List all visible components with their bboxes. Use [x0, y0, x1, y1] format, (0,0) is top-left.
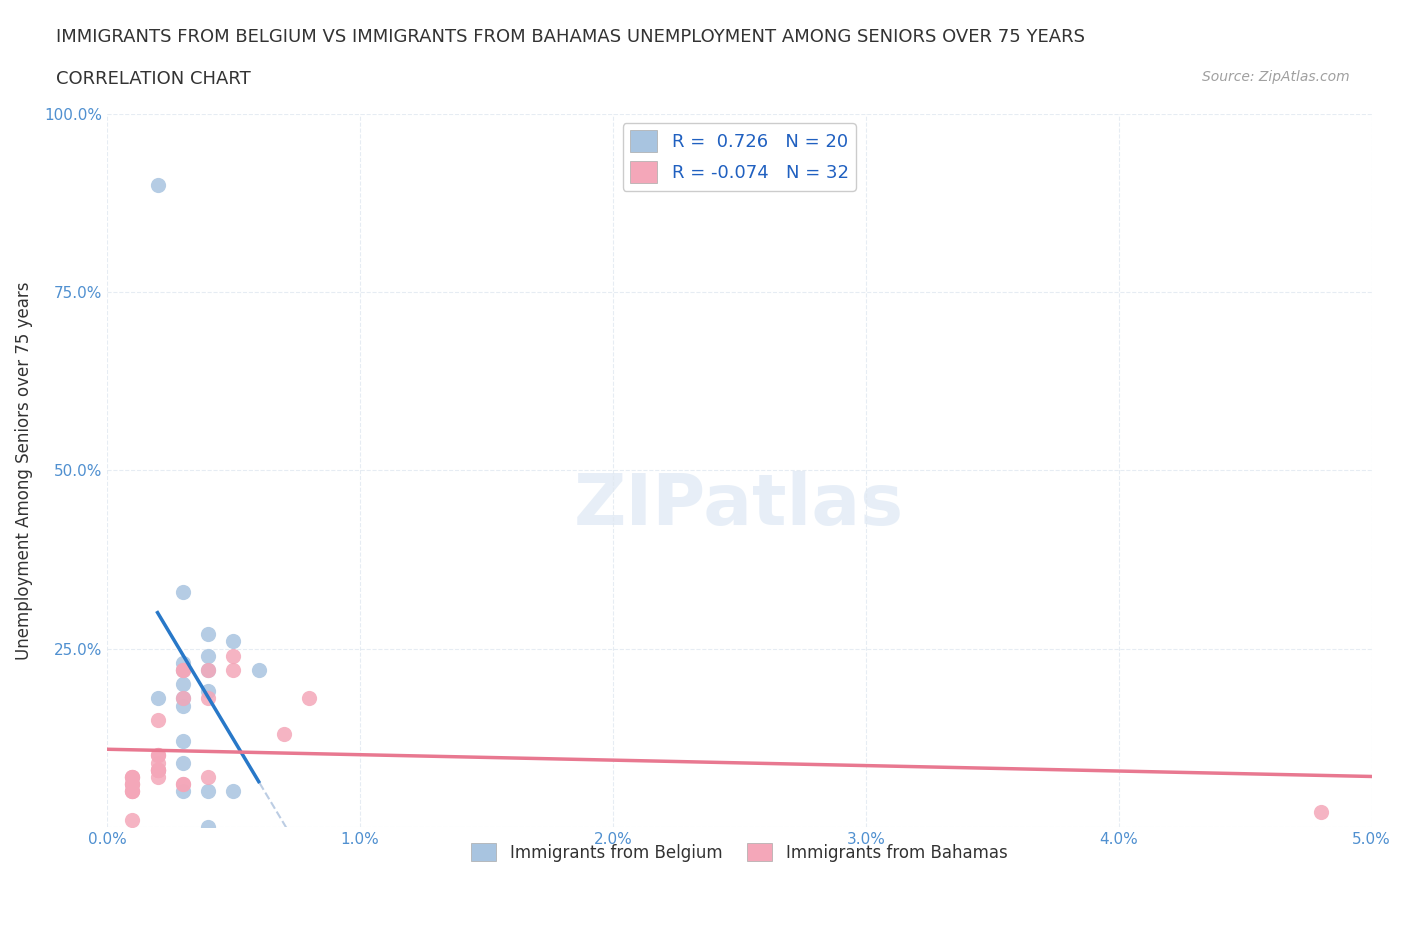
- Point: [121, 769, 143, 784]
- Point: [1310, 805, 1333, 820]
- Point: [197, 691, 219, 706]
- Point: [172, 755, 194, 770]
- Point: [172, 698, 194, 713]
- Point: [146, 755, 169, 770]
- Point: [197, 627, 219, 642]
- Point: [172, 677, 194, 692]
- Point: [146, 763, 169, 777]
- Point: [222, 784, 245, 799]
- Text: IMMIGRANTS FROM BELGIUM VS IMMIGRANTS FROM BAHAMAS UNEMPLOYMENT AMONG SENIORS OV: IMMIGRANTS FROM BELGIUM VS IMMIGRANTS FR…: [56, 28, 1085, 46]
- Point: [172, 777, 194, 791]
- Point: [121, 784, 143, 799]
- Point: [172, 691, 194, 706]
- Point: [146, 691, 169, 706]
- Point: [146, 748, 169, 763]
- Point: [298, 691, 321, 706]
- Point: [172, 691, 194, 706]
- Text: CORRELATION CHART: CORRELATION CHART: [56, 70, 252, 87]
- Point: [197, 769, 219, 784]
- Point: [172, 662, 194, 677]
- Point: [121, 777, 143, 791]
- Point: [197, 648, 219, 663]
- Point: [172, 662, 194, 677]
- Point: [222, 662, 245, 677]
- Point: [197, 784, 219, 799]
- Point: [121, 769, 143, 784]
- Point: [172, 662, 194, 677]
- Point: [146, 763, 169, 777]
- Point: [197, 684, 219, 698]
- Legend: Immigrants from Belgium, Immigrants from Bahamas: Immigrants from Belgium, Immigrants from…: [464, 837, 1014, 869]
- Point: [172, 734, 194, 749]
- Point: [172, 656, 194, 671]
- Point: [273, 726, 295, 741]
- Point: [121, 784, 143, 799]
- Point: [197, 819, 219, 834]
- Point: [121, 777, 143, 791]
- Point: [146, 712, 169, 727]
- Point: [121, 777, 143, 791]
- Point: [197, 662, 219, 677]
- Point: [146, 769, 169, 784]
- Point: [121, 812, 143, 827]
- Point: [197, 662, 219, 677]
- Point: [146, 748, 169, 763]
- Point: [121, 784, 143, 799]
- Point: [172, 584, 194, 599]
- Text: ZIPatlas: ZIPatlas: [574, 472, 904, 540]
- Point: [146, 763, 169, 777]
- Point: [247, 662, 270, 677]
- Point: [121, 769, 143, 784]
- Point: [222, 648, 245, 663]
- Point: [172, 784, 194, 799]
- Point: [146, 178, 169, 193]
- Point: [172, 777, 194, 791]
- Point: [222, 634, 245, 649]
- Text: Source: ZipAtlas.com: Source: ZipAtlas.com: [1202, 70, 1350, 84]
- Point: [146, 763, 169, 777]
- Y-axis label: Unemployment Among Seniors over 75 years: Unemployment Among Seniors over 75 years: [15, 281, 32, 659]
